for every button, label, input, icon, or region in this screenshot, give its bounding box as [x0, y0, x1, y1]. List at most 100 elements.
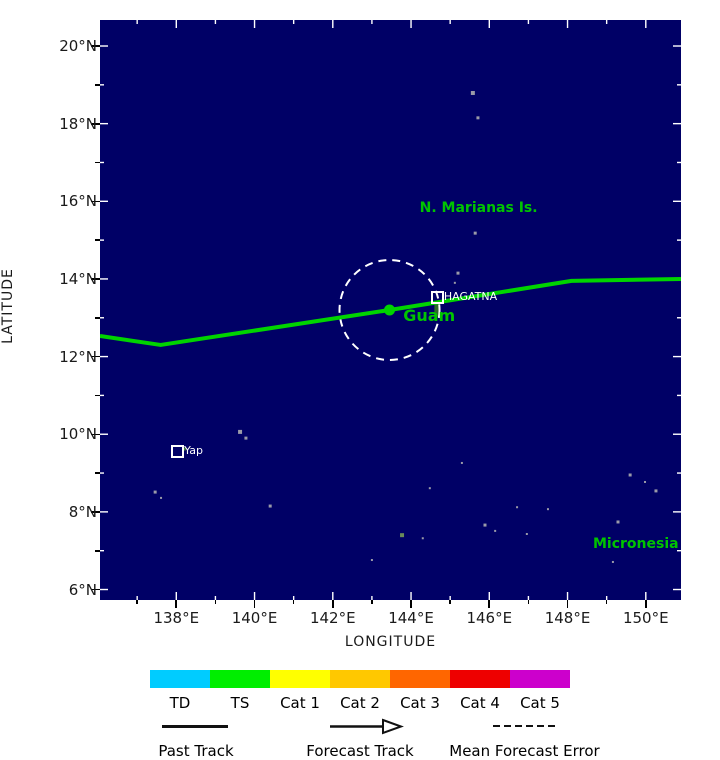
city-marker-yap — [171, 444, 185, 458]
x-axis-minor-tick — [527, 600, 530, 604]
forecast-track-label: Forecast Track — [306, 742, 414, 760]
island-speck — [428, 487, 431, 490]
island-speck — [470, 90, 475, 95]
category-swatch-td — [150, 670, 210, 688]
island-speck — [483, 523, 487, 527]
island-speck — [476, 116, 480, 120]
city-label-yap: Yap — [184, 443, 203, 457]
mean-forecast-error-dash-symbol — [493, 725, 555, 727]
city-marker-hagatna — [430, 290, 444, 304]
y-axis-tick — [91, 355, 100, 358]
x-axis-tick — [175, 600, 178, 608]
island-speck — [244, 436, 248, 440]
island-speck — [494, 529, 497, 532]
y-axis-tick — [91, 122, 100, 125]
x-axis-tick-label: 150°E — [622, 609, 669, 627]
x-axis-tick-label: 146°E — [466, 609, 513, 627]
x-axis-tick-label: 148°E — [544, 609, 591, 627]
region-label-guam: Guam — [403, 305, 456, 325]
x-axis-title: LONGITUDE — [344, 634, 437, 650]
category-swatch-cat-3 — [390, 670, 450, 688]
x-axis-tick — [410, 600, 412, 608]
forecast-track-arrow-icon — [330, 718, 404, 735]
x-axis-tick — [253, 600, 256, 608]
category-swatch-cat-5 — [510, 670, 570, 688]
category-label-td: TD — [169, 694, 191, 712]
island-speck — [182, 447, 186, 451]
island-speck — [160, 496, 163, 499]
island-speck — [654, 489, 658, 493]
x-axis-tick — [488, 600, 491, 608]
category-swatch-cat-1 — [270, 670, 330, 688]
category-label-cat-1: Cat 1 — [280, 694, 320, 712]
island-speck — [268, 504, 272, 508]
island-speck — [153, 490, 157, 494]
x-axis-tick — [566, 600, 569, 608]
category-swatch-ts — [210, 670, 270, 688]
category-swatch-cat-4 — [450, 670, 510, 688]
x-axis-tick-label: 138°E — [153, 609, 200, 627]
category-label-cat-2: Cat 2 — [340, 694, 380, 712]
mean-forecast-error-circle — [338, 259, 441, 361]
y-axis-minor-tick — [95, 239, 100, 241]
map-canvas — [100, 20, 681, 600]
region-label-n-marianas-is-: N. Marianas Is. — [419, 200, 538, 217]
category-label-ts: TS — [230, 694, 250, 712]
category-label-cat-5: Cat 5 — [520, 694, 560, 712]
island-speck — [460, 461, 463, 464]
y-axis-minor-tick — [95, 549, 100, 552]
x-axis-minor-tick — [371, 600, 373, 604]
x-axis-minor-tick — [605, 600, 608, 604]
island-speck — [400, 533, 405, 538]
y-axis-minor-tick — [95, 161, 100, 164]
island-speck — [546, 508, 549, 511]
city-label-hagatna: HAGATNA — [443, 289, 498, 303]
y-axis-tick — [91, 588, 100, 591]
y-axis-minor-tick — [95, 317, 100, 319]
island-speck — [516, 506, 519, 509]
y-axis-minor-tick — [95, 84, 100, 86]
y-axis-tick-label: 14°N — [59, 269, 97, 288]
island-speck — [421, 537, 424, 540]
island-speck — [628, 473, 632, 477]
island-speck — [434, 303, 440, 317]
island-speck — [525, 533, 528, 536]
y-axis-title: LATITUDE — [0, 268, 16, 344]
x-axis-minor-tick — [136, 600, 138, 604]
island-speck — [644, 480, 647, 483]
current-position-dot — [384, 304, 396, 316]
x-axis-tick-label: 140°E — [231, 609, 278, 627]
cyclone-track-map: N. Marianas Is. Guam Micronesia HAGATNA Yap — [100, 20, 681, 600]
y-axis-tick — [91, 278, 100, 280]
category-swatch-cat-2 — [330, 670, 390, 688]
past-track-line-symbol — [162, 725, 228, 728]
x-axis-minor-tick — [449, 600, 451, 604]
y-axis-minor-tick — [95, 472, 100, 474]
x-axis-minor-tick — [214, 600, 217, 604]
island-speck — [370, 559, 373, 562]
x-axis-tick-label: 144°E — [388, 609, 434, 627]
y-axis-tick — [91, 45, 100, 47]
island-speck — [238, 429, 243, 434]
y-axis-minor-tick — [95, 394, 100, 397]
region-label-micronesia: Micronesia — [592, 535, 679, 552]
y-axis-tick-label: 18°N — [59, 114, 97, 133]
y-axis-tick-label: 12°N — [59, 347, 97, 366]
y-axis-tick-label: 10°N — [59, 425, 97, 444]
y-axis-tick-label: 8°N — [68, 502, 97, 521]
island-speck — [456, 271, 460, 275]
y-axis-tick — [91, 200, 100, 203]
island-speck — [473, 231, 477, 235]
x-axis-tick-label: 142°E — [309, 609, 356, 627]
mean-forecast-error-label: Mean Forecast Error — [449, 742, 600, 760]
category-label-cat-3: Cat 3 — [400, 694, 440, 712]
y-axis-tick-label: 6°N — [68, 580, 97, 599]
x-axis-tick — [644, 600, 647, 608]
island-speck — [611, 560, 614, 563]
island-speck — [616, 520, 620, 524]
category-label-cat-4: Cat 4 — [460, 694, 500, 712]
y-axis-tick-label: 16°N — [59, 192, 97, 211]
past-track-label: Past Track — [158, 742, 234, 760]
x-axis-minor-tick — [292, 600, 295, 604]
x-axis-tick — [331, 600, 334, 608]
